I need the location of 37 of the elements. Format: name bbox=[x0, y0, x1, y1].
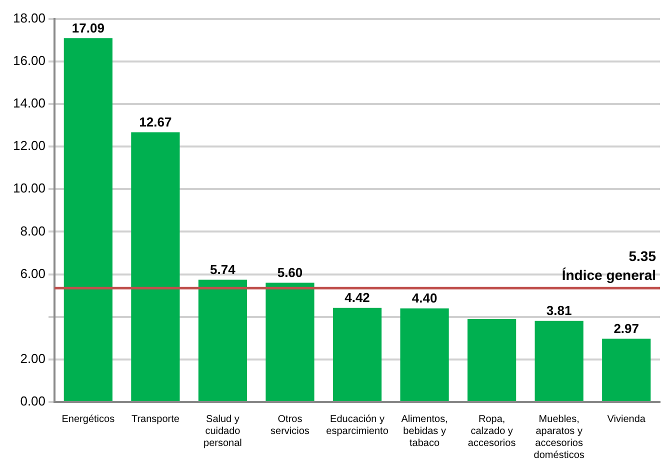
y-tick-label: 18.00 bbox=[12, 10, 46, 26]
data-label: 3.81 bbox=[546, 302, 572, 318]
bar bbox=[400, 308, 449, 401]
data-label: 17.09 bbox=[72, 20, 104, 36]
ref-line-label: Índice general bbox=[562, 266, 656, 283]
y-tick-label: 10.00 bbox=[12, 180, 46, 196]
bar bbox=[602, 338, 651, 401]
x-tick-label: Energéticos bbox=[62, 414, 115, 425]
bar bbox=[131, 132, 180, 401]
x-tick-label: Salud y cuidado personal bbox=[204, 414, 242, 449]
data-label: 4.40 bbox=[412, 290, 438, 306]
y-tick-label: 6.00 bbox=[20, 266, 46, 281]
bar bbox=[266, 282, 314, 401]
annotation: 5.35 bbox=[628, 248, 656, 264]
x-tick-label: Vivienda bbox=[607, 414, 646, 425]
y-tick-label: 14.00 bbox=[12, 96, 46, 111]
x-tick-label: Otros servicios bbox=[270, 414, 310, 437]
bar bbox=[64, 38, 112, 401]
data-label: 4.42 bbox=[344, 290, 370, 305]
data-label: 2.97 bbox=[614, 320, 640, 336]
y-tick-label: 0.00 bbox=[20, 394, 46, 409]
y-tick-label: 12.00 bbox=[12, 138, 46, 154]
x-tick-label: Alimentos, bebidas y tabaco bbox=[401, 414, 448, 449]
bar bbox=[198, 280, 248, 401]
x-tick-label: Muebles, aparatos y accesorios domésticos bbox=[534, 414, 584, 461]
data-label: 5.74 bbox=[210, 262, 236, 277]
data-label: 5.60 bbox=[277, 264, 303, 280]
bar bbox=[534, 320, 584, 401]
y-tick-label: 2.00 bbox=[20, 351, 46, 366]
data-label: 12.67 bbox=[139, 114, 172, 130]
bar bbox=[468, 318, 516, 401]
x-tick-label: Educación y esparcimiento bbox=[326, 414, 389, 437]
y-tick-label: 8.00 bbox=[20, 223, 46, 238]
bar bbox=[332, 308, 382, 401]
x-tick-label: Transporte bbox=[131, 414, 180, 425]
x-tick-label: Ropa, calzado y accesorios bbox=[468, 414, 516, 449]
y-tick-label: 16.00 bbox=[12, 52, 46, 68]
